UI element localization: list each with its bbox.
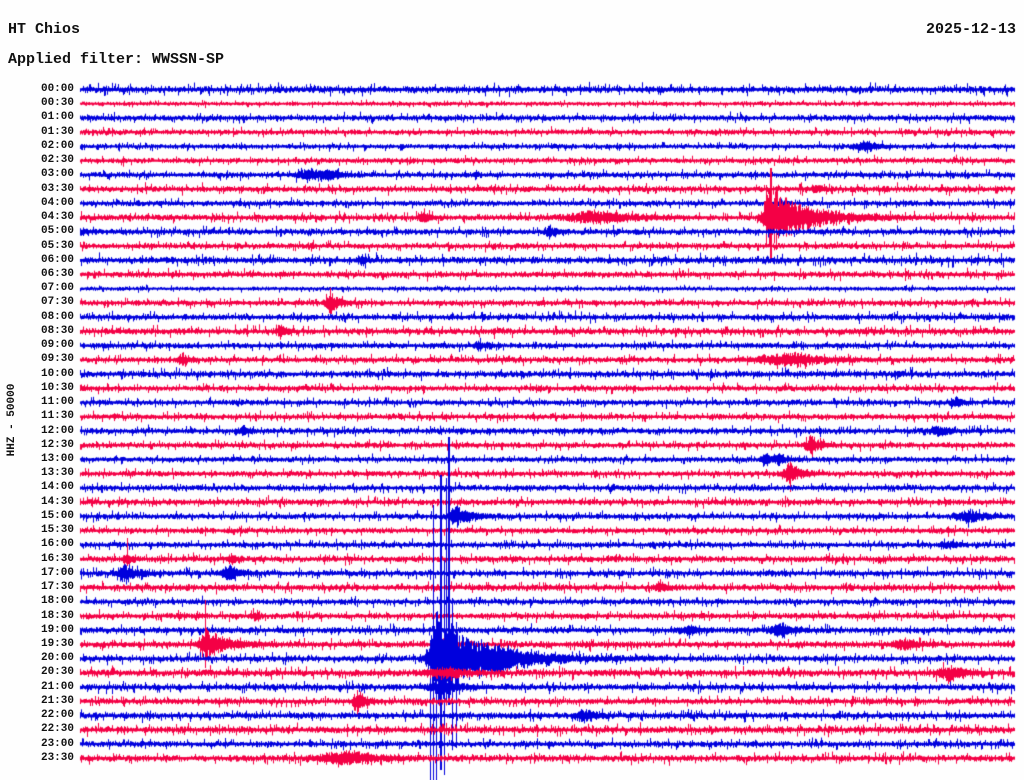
trace-time-label: 17:30: [40, 581, 74, 594]
trace-time-label: 07:30: [40, 296, 74, 309]
trace-time-label: 19:00: [40, 623, 74, 636]
trace-time-label: 07:00: [40, 282, 74, 295]
trace-time-label: 01:30: [40, 125, 74, 138]
trace-time-label: 13:30: [40, 467, 74, 480]
trace-time-label: 14:00: [40, 481, 74, 494]
trace-time-label: 06:00: [40, 253, 74, 266]
trace-time-label: 02:00: [40, 139, 74, 152]
trace-time-label: 16:30: [40, 552, 74, 565]
trace-time-label: 21:30: [40, 694, 74, 707]
trace-time-label: 10:00: [40, 367, 74, 380]
trace-time-label: 20:30: [40, 666, 74, 679]
trace-time-label: 11:30: [40, 410, 74, 423]
trace-time-label: 15:00: [40, 509, 74, 522]
trace-time-label: 10:30: [40, 381, 74, 394]
trace-time-label: 09:00: [40, 339, 74, 352]
trace-time-label: 09:30: [40, 353, 74, 366]
trace-time-label: 17:00: [40, 566, 74, 579]
trace-time-label: 02:30: [40, 154, 74, 167]
trace-time-label: 12:00: [40, 424, 74, 437]
trace-time-label: 13:00: [40, 452, 74, 465]
trace-time-label: 18:00: [40, 595, 74, 608]
trace-time-label: 23:30: [40, 751, 74, 764]
trace-time-label: 00:30: [40, 97, 74, 110]
trace-time-label: 22:00: [40, 709, 74, 722]
trace-time-label: 06:30: [40, 267, 74, 280]
trace-time-label: 16:00: [40, 538, 74, 551]
trace-time-label: 00:00: [40, 83, 74, 95]
trace-time-label: 12:30: [40, 438, 74, 451]
trace-time-label: 15:30: [40, 524, 74, 537]
trace-time-label: 21:00: [40, 680, 74, 693]
trace-time-label: 05:30: [40, 239, 74, 252]
trace-time-label: 08:30: [40, 324, 74, 337]
trace-time-label: 22:30: [40, 723, 74, 736]
trace-time-label: 04:30: [40, 211, 74, 224]
trace-time-label: 01:00: [40, 111, 74, 124]
trace-time-label: 20:00: [40, 652, 74, 665]
trace-time-label: 14:30: [40, 495, 74, 508]
trace-time-label: 04:00: [40, 196, 74, 209]
trace-time-label: 03:00: [40, 168, 74, 181]
trace-time-label: 18:30: [40, 609, 74, 622]
trace-time-label: 05:00: [40, 225, 74, 238]
trace-time-label: 19:30: [40, 637, 74, 650]
trace-time-label: 03:30: [40, 182, 74, 195]
trace-time-label: 11:00: [40, 396, 74, 409]
trace-time-label: 23:00: [40, 737, 74, 750]
trace-time-label: 08:00: [40, 310, 74, 323]
